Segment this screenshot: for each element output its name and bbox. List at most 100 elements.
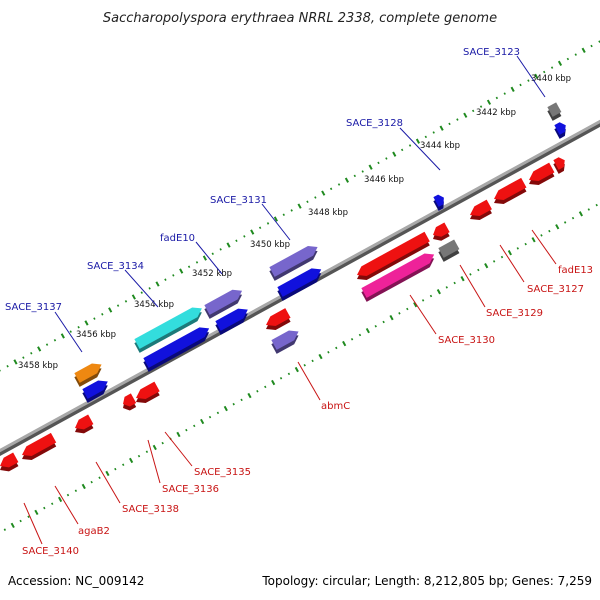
- track-tick: [10, 522, 15, 529]
- gene-arrow: [277, 268, 322, 301]
- track-tick: [534, 73, 539, 79]
- leader-line: [409, 294, 437, 335]
- gene-label: fadE10: [160, 233, 195, 244]
- track-tick: [264, 385, 267, 389]
- track-tick: [122, 463, 125, 467]
- track-tick: [563, 221, 567, 224]
- track-tick: [66, 493, 70, 497]
- track-tick: [266, 222, 270, 225]
- track-tick: [37, 346, 42, 352]
- track-tick: [43, 506, 46, 510]
- track-tick: [358, 333, 362, 337]
- track-tick: [93, 317, 96, 320]
- track-tick: [202, 255, 207, 261]
- track-tick: [311, 359, 314, 363]
- track-tick: [321, 190, 326, 196]
- track-tick: [216, 411, 220, 415]
- track-tick: [408, 144, 412, 147]
- track-tick: [353, 174, 356, 178]
- gene-label: SACE_3130: [438, 335, 495, 346]
- track-tick: [176, 431, 181, 438]
- tick-label: 3456 kbp: [76, 330, 116, 340]
- gene-arrow: [438, 239, 460, 262]
- leader-line: [399, 127, 441, 171]
- leader-line: [164, 431, 193, 467]
- gene-label: SACE_3136: [162, 484, 219, 495]
- track-tick: [460, 276, 465, 282]
- track-tick: [19, 519, 22, 523]
- track-tick: [337, 183, 341, 186]
- leader-line: [516, 55, 546, 98]
- track-tick: [53, 339, 57, 342]
- track-tick: [45, 343, 49, 346]
- track-tick: [185, 428, 188, 432]
- track-tick: [58, 496, 63, 503]
- gene-arrow: [136, 381, 160, 403]
- track-tick: [350, 338, 354, 341]
- gene-label: SACE_3128: [346, 118, 403, 129]
- track-tick: [27, 515, 30, 518]
- track-tick: [208, 415, 212, 419]
- track-tick: [448, 122, 451, 126]
- gene-arrow: [204, 289, 243, 319]
- track-tick: [400, 148, 404, 152]
- track-tick: [84, 320, 89, 326]
- track-tick: [429, 294, 433, 298]
- leader-line: [23, 502, 43, 545]
- gene-arrow: [271, 330, 299, 354]
- track-tick: [172, 274, 175, 277]
- leader-line: [261, 203, 291, 241]
- track-tick: [392, 151, 397, 157]
- track-tick: [406, 307, 409, 311]
- track-tick: [492, 260, 496, 263]
- leader-line: [297, 361, 321, 401]
- leader-line: [147, 439, 161, 484]
- track-tick: [439, 125, 444, 131]
- gene-arrow: [470, 199, 492, 220]
- gene-arrow: [215, 308, 248, 335]
- track-tick: [193, 424, 196, 428]
- track-tick: [137, 454, 141, 458]
- track-tick: [484, 263, 489, 269]
- tick-label: 3450 kbp: [250, 240, 290, 250]
- track-tick: [6, 364, 9, 368]
- track-tick: [22, 356, 25, 359]
- track-tick: [510, 86, 515, 92]
- tick-label: 3444 kbp: [420, 141, 460, 151]
- track-tick: [581, 47, 586, 54]
- track-tick: [250, 229, 255, 235]
- track-tick: [543, 70, 546, 74]
- track-tick: [129, 457, 134, 464]
- track-tick: [566, 57, 570, 61]
- leader-line: [195, 241, 223, 275]
- track-tick: [290, 209, 293, 212]
- track-tick: [108, 307, 113, 313]
- track-tick: [258, 226, 262, 230]
- track-tick: [101, 313, 104, 316]
- track-tick: [519, 83, 522, 87]
- gene-arrow: [433, 194, 444, 211]
- track-tick: [271, 379, 276, 386]
- track-tick: [74, 489, 78, 493]
- track-tick: [329, 187, 333, 191]
- tick-label: 3440 kbp: [531, 74, 571, 84]
- gene-label: SACE_3134: [87, 261, 144, 272]
- leader-line: [499, 244, 525, 283]
- track-tick: [219, 248, 222, 251]
- tick-label: 3448 kbp: [308, 208, 348, 218]
- track-tick: [486, 99, 492, 105]
- gene-label: abmC: [321, 401, 350, 412]
- gene-label: fadE13: [558, 265, 593, 276]
- gene-arrow: [547, 102, 562, 121]
- gene-arrow: [361, 253, 435, 302]
- gene-arrow: [22, 432, 57, 460]
- track-tick: [571, 216, 575, 220]
- track-tick: [273, 216, 278, 222]
- track-tick: [243, 235, 246, 238]
- track-tick: [516, 247, 519, 250]
- track-tick: [232, 402, 235, 406]
- gene-arrow: [553, 157, 565, 174]
- track-tick: [294, 366, 299, 373]
- track-tick: [30, 351, 33, 355]
- track-tick: [503, 92, 506, 95]
